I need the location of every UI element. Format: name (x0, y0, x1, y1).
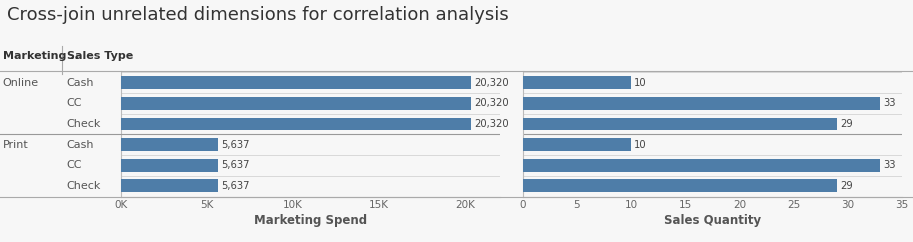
Bar (121, 180, 217, 192)
Text: 5,637: 5,637 (221, 140, 249, 150)
Text: Cash: Cash (67, 78, 94, 88)
Text: 20,320: 20,320 (474, 98, 509, 108)
Text: CC: CC (67, 98, 82, 108)
Text: 33: 33 (884, 98, 897, 108)
Text: 20,320: 20,320 (474, 78, 509, 88)
Bar (121, 159, 217, 172)
Text: CC: CC (67, 160, 82, 170)
Text: Cash: Cash (67, 140, 94, 150)
Text: 33: 33 (884, 160, 897, 170)
Bar (522, 159, 880, 172)
Bar (121, 118, 471, 130)
Bar (522, 76, 631, 89)
Text: Marketing ..: Marketing .. (3, 51, 79, 61)
Text: 10: 10 (635, 78, 647, 88)
Text: 20,320: 20,320 (474, 119, 509, 129)
Text: Online: Online (3, 78, 39, 88)
Text: 29: 29 (840, 119, 853, 129)
Bar (121, 138, 217, 151)
Text: Check: Check (67, 119, 101, 129)
X-axis label: Marketing Spend: Marketing Spend (254, 214, 367, 227)
Text: 10: 10 (635, 140, 647, 150)
Text: Print: Print (3, 140, 28, 150)
Text: 5,637: 5,637 (221, 181, 249, 191)
Bar (522, 118, 837, 130)
Bar (522, 180, 837, 192)
Text: Cross-join unrelated dimensions for correlation analysis: Cross-join unrelated dimensions for corr… (7, 6, 509, 24)
X-axis label: Sales Quantity: Sales Quantity (664, 214, 761, 227)
Bar (522, 97, 880, 110)
Bar (121, 76, 471, 89)
Text: Sales Type: Sales Type (67, 51, 133, 61)
Text: Check: Check (67, 181, 101, 191)
Text: 5,637: 5,637 (221, 160, 249, 170)
Bar (522, 138, 631, 151)
Text: 29: 29 (840, 181, 853, 191)
Bar (121, 97, 471, 110)
